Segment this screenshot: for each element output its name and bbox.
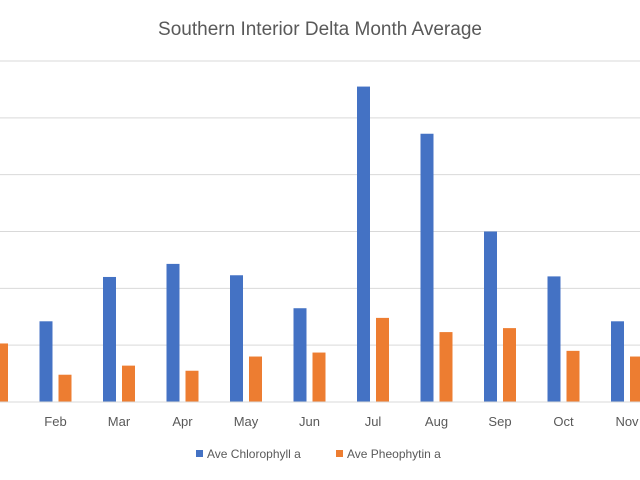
x-tick-label: Nov [615, 414, 639, 429]
bar-ave-chlorophyll-a-jul [357, 86, 370, 402]
legend: Ave Chlorophyll a Ave Pheophytin a [196, 447, 441, 461]
bar-ave-chlorophyll-a-may [230, 275, 243, 402]
bar-ave-chlorophyll-a-jun [293, 308, 307, 402]
legend-item-ave-chlorophyll-a: Ave Chlorophyll a [196, 447, 301, 461]
legend-label: Ave Chlorophyll a [207, 447, 301, 461]
x-axis: anFebMarAprMayJunJulAugSepOctNov [0, 401, 640, 429]
x-tick-label: Mar [108, 414, 131, 429]
legend-item-ave-pheophytin-a: Ave Pheophytin a [336, 447, 441, 461]
bar-ave-pheophytin-a-jul [376, 317, 389, 402]
bars [0, 86, 640, 402]
bar-ave-pheophytin-a-oct [566, 350, 580, 402]
bar-ave-pheophytin-a-jun [312, 352, 326, 402]
x-tick-label: Jul [365, 414, 382, 429]
x-tick-label: Oct [553, 414, 574, 429]
chart-title: Southern Interior Delta Month Average [158, 19, 482, 40]
legend-swatch [196, 450, 203, 457]
bar-ave-pheophytin-a-aug [439, 332, 453, 402]
x-tick-label: Aug [425, 414, 448, 429]
legend-swatch [336, 450, 343, 457]
bar-ave-pheophytin-a-apr [185, 370, 199, 402]
bar-ave-chlorophyll-a-aug [420, 133, 434, 402]
bar-ave-chlorophyll-a-nov [611, 321, 624, 402]
bar-ave-pheophytin-a-may [249, 356, 262, 402]
bar-ave-chlorophyll-a-oct [547, 276, 561, 402]
bar-ave-pheophytin-a-jan [0, 343, 8, 402]
bar-ave-pheophytin-a-feb [58, 374, 72, 402]
x-tick-label: Feb [44, 414, 66, 429]
legend-label: Ave Pheophytin a [347, 447, 441, 461]
bar-ave-pheophytin-a-sep [503, 328, 516, 402]
bar-ave-chlorophyll-a-mar [103, 276, 116, 402]
bar-ave-pheophytin-a-mar [122, 365, 135, 402]
bar-ave-chlorophyll-a-sep [484, 231, 497, 402]
x-tick-label: May [234, 414, 259, 429]
x-tick-label: Jun [299, 414, 320, 429]
x-tick-label: Sep [488, 414, 511, 429]
bar-ave-chlorophyll-a-apr [166, 263, 180, 402]
bar-ave-pheophytin-a-nov [630, 356, 640, 402]
gridlines [0, 60, 640, 346]
x-tick-label: Apr [172, 414, 193, 429]
bar-ave-chlorophyll-a-feb [39, 321, 53, 402]
